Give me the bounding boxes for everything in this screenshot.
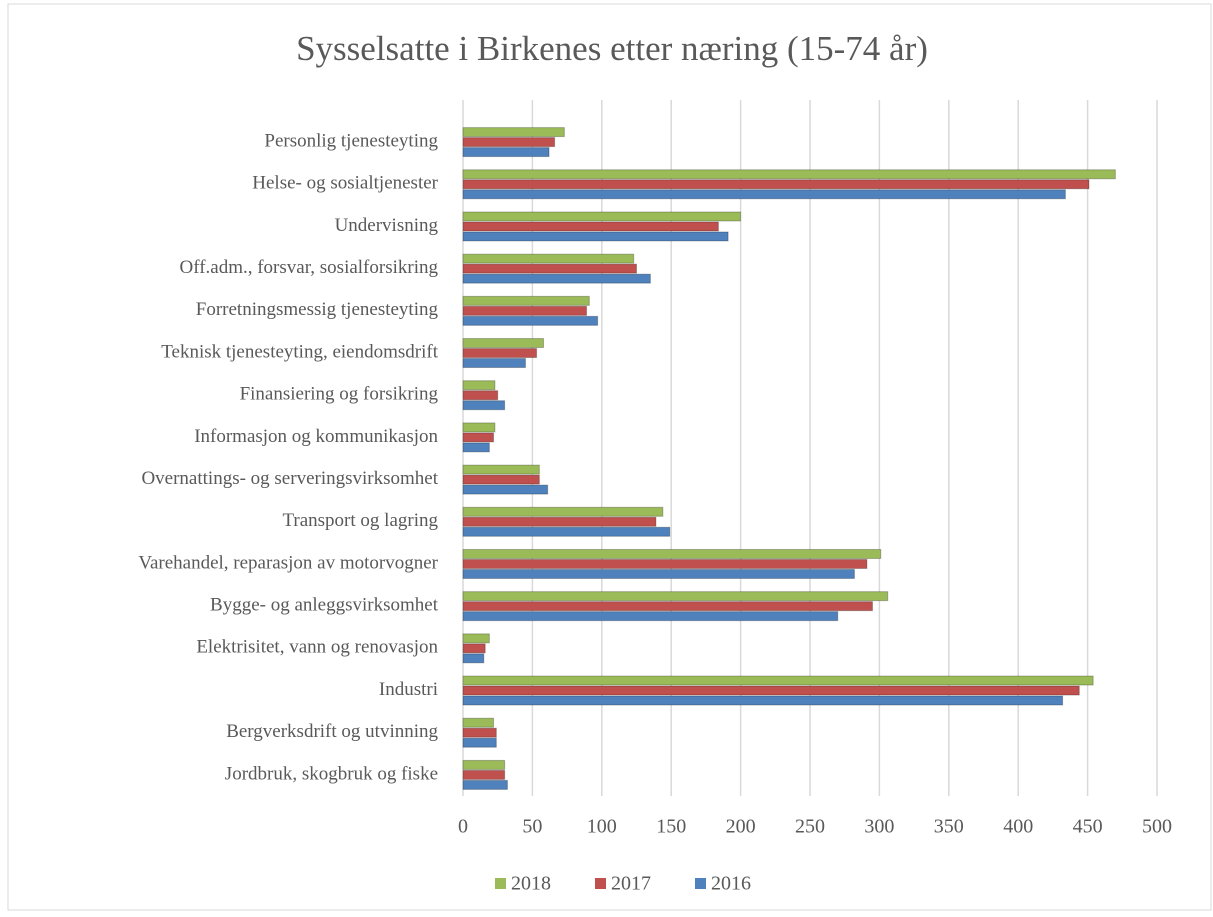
bar xyxy=(462,338,545,349)
bar xyxy=(462,400,506,411)
bar xyxy=(462,169,1116,180)
bar xyxy=(462,779,508,790)
bar xyxy=(462,474,540,485)
bar xyxy=(462,601,873,612)
bar xyxy=(462,231,729,242)
bar xyxy=(462,137,556,148)
bar xyxy=(462,484,549,495)
y-tick-label: Jordbruk, skogbruk og fiske xyxy=(225,763,438,784)
y-tick-label: Transport og lagring xyxy=(282,510,438,531)
bar xyxy=(462,685,1080,696)
y-tick-label: Bygge- og anleggsvirksomhet xyxy=(210,595,439,616)
x-tick-label: 150 xyxy=(656,816,686,838)
bar xyxy=(462,380,496,391)
bar xyxy=(462,273,651,284)
bar xyxy=(462,147,550,158)
y-tick-label: Bergverksdrift og utvinning xyxy=(226,721,438,742)
bar xyxy=(462,643,486,654)
y-tick-label: Off.adm., forsvar, sosialforsikring xyxy=(179,257,438,278)
y-tick-label: Helse- og sosialtjenester xyxy=(252,173,438,194)
bar xyxy=(462,295,590,306)
y-tick-label: Informasjon og kommunikasjon xyxy=(194,426,438,447)
x-tick-label: 0 xyxy=(458,816,468,838)
bar xyxy=(462,506,664,517)
bar xyxy=(462,263,637,274)
bar xyxy=(462,179,1090,190)
y-tick-label: Finansiering og forsikring xyxy=(240,384,439,405)
legend-label: 2017 xyxy=(611,873,651,895)
y-tick-label: Teknisk tjenesteyting, eiendomsdrift xyxy=(161,341,438,362)
bar xyxy=(462,653,485,664)
chart-border xyxy=(7,3,1212,911)
bar xyxy=(462,358,526,369)
bar xyxy=(462,127,565,138)
bar xyxy=(462,675,1094,686)
x-tick-label: 350 xyxy=(934,816,964,838)
y-tick-label: Industri xyxy=(379,679,438,700)
x-tick-label: 500 xyxy=(1142,816,1172,838)
bar xyxy=(462,305,588,316)
bar xyxy=(462,769,506,780)
bar xyxy=(462,432,495,443)
bar xyxy=(462,526,671,537)
x-tick-label: 100 xyxy=(587,816,617,838)
bar xyxy=(462,390,499,401)
x-tick-label: 200 xyxy=(726,816,756,838)
bar xyxy=(462,253,635,264)
y-tick-label: Overnattings- og serveringsvirksomhet xyxy=(141,468,438,489)
bar xyxy=(462,611,839,622)
bar xyxy=(462,548,882,559)
y-tick-label: Forretningsmessig tjenesteyting xyxy=(196,299,439,320)
bar xyxy=(462,211,742,222)
bar xyxy=(462,422,496,433)
bar xyxy=(462,221,719,232)
y-tick-label: Varehandel, reparasjon av motorvogner xyxy=(138,552,438,573)
bar xyxy=(462,737,497,748)
bar xyxy=(462,591,889,602)
bar xyxy=(462,558,868,569)
bar xyxy=(462,727,497,738)
legend-swatch xyxy=(695,878,706,889)
bar xyxy=(462,695,1064,706)
bar xyxy=(462,516,657,527)
legend-swatch xyxy=(495,878,506,889)
bar xyxy=(462,633,490,644)
bar xyxy=(462,348,538,359)
legend-label: 2018 xyxy=(511,873,551,895)
y-tick-label: Elektrisitet, vann og renovasjon xyxy=(196,637,438,658)
x-tick-label: 250 xyxy=(795,816,825,838)
bar xyxy=(462,442,490,453)
bar xyxy=(462,568,855,579)
y-tick-label: Undervisning xyxy=(335,215,439,236)
bar xyxy=(462,189,1066,200)
y-tick-label: Personlig tjenesteyting xyxy=(264,130,438,151)
x-tick-label: 300 xyxy=(864,816,894,838)
legend-label: 2016 xyxy=(711,873,751,895)
x-tick-label: 400 xyxy=(1003,816,1033,838)
legend-swatch xyxy=(595,878,606,889)
chart-title: Sysselsatte i Birkenes etter næring (15-… xyxy=(296,29,928,68)
bar xyxy=(462,717,495,728)
x-tick-label: 50 xyxy=(522,816,542,838)
x-tick-label: 450 xyxy=(1073,816,1103,838)
bar xyxy=(462,464,540,475)
bar xyxy=(462,315,599,326)
bar xyxy=(462,759,506,770)
